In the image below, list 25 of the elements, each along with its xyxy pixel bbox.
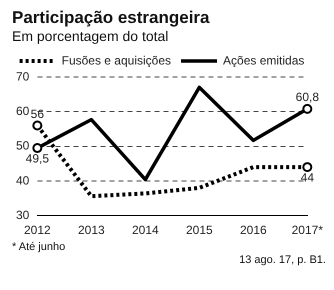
- text: * Até junho: [11, 241, 66, 254]
- data-label: 56: [30, 106, 44, 121]
- point: [32, 143, 42, 154]
- x-tick-label: 2014: [132, 223, 160, 238]
- point: [302, 162, 312, 172]
- text: 13 ago. 17, p. B1.: [238, 254, 326, 267]
- y-tick-label: 30: [16, 208, 30, 222]
- x-tick-label: 2017*: [292, 223, 324, 238]
- x-tick-label: 2016: [240, 223, 267, 238]
- data-label: 44: [300, 170, 314, 184]
- chart-subtitle: Em porcentagem do total: [11, 28, 170, 45]
- point: [32, 120, 42, 131]
- y-tick-label: 40: [16, 173, 30, 188]
- x-tick-label: 2012: [24, 223, 52, 238]
- y-tick-label: 50: [16, 138, 30, 153]
- legend-label: Fusões e aquisições: [62, 53, 172, 68]
- legend-label: Ações emitidas: [223, 53, 304, 68]
- y-tick-label: 70: [16, 69, 30, 84]
- chart-title: Participação estrangeira: [11, 8, 210, 28]
- y-tick-label: 60: [16, 104, 30, 118]
- data-label: 60,8: [296, 90, 320, 104]
- point: [302, 104, 312, 114]
- x-tick-label: 2015: [186, 223, 213, 238]
- x-tick-label: 2013: [78, 223, 106, 238]
- data-label: 49,5: [26, 151, 50, 166]
